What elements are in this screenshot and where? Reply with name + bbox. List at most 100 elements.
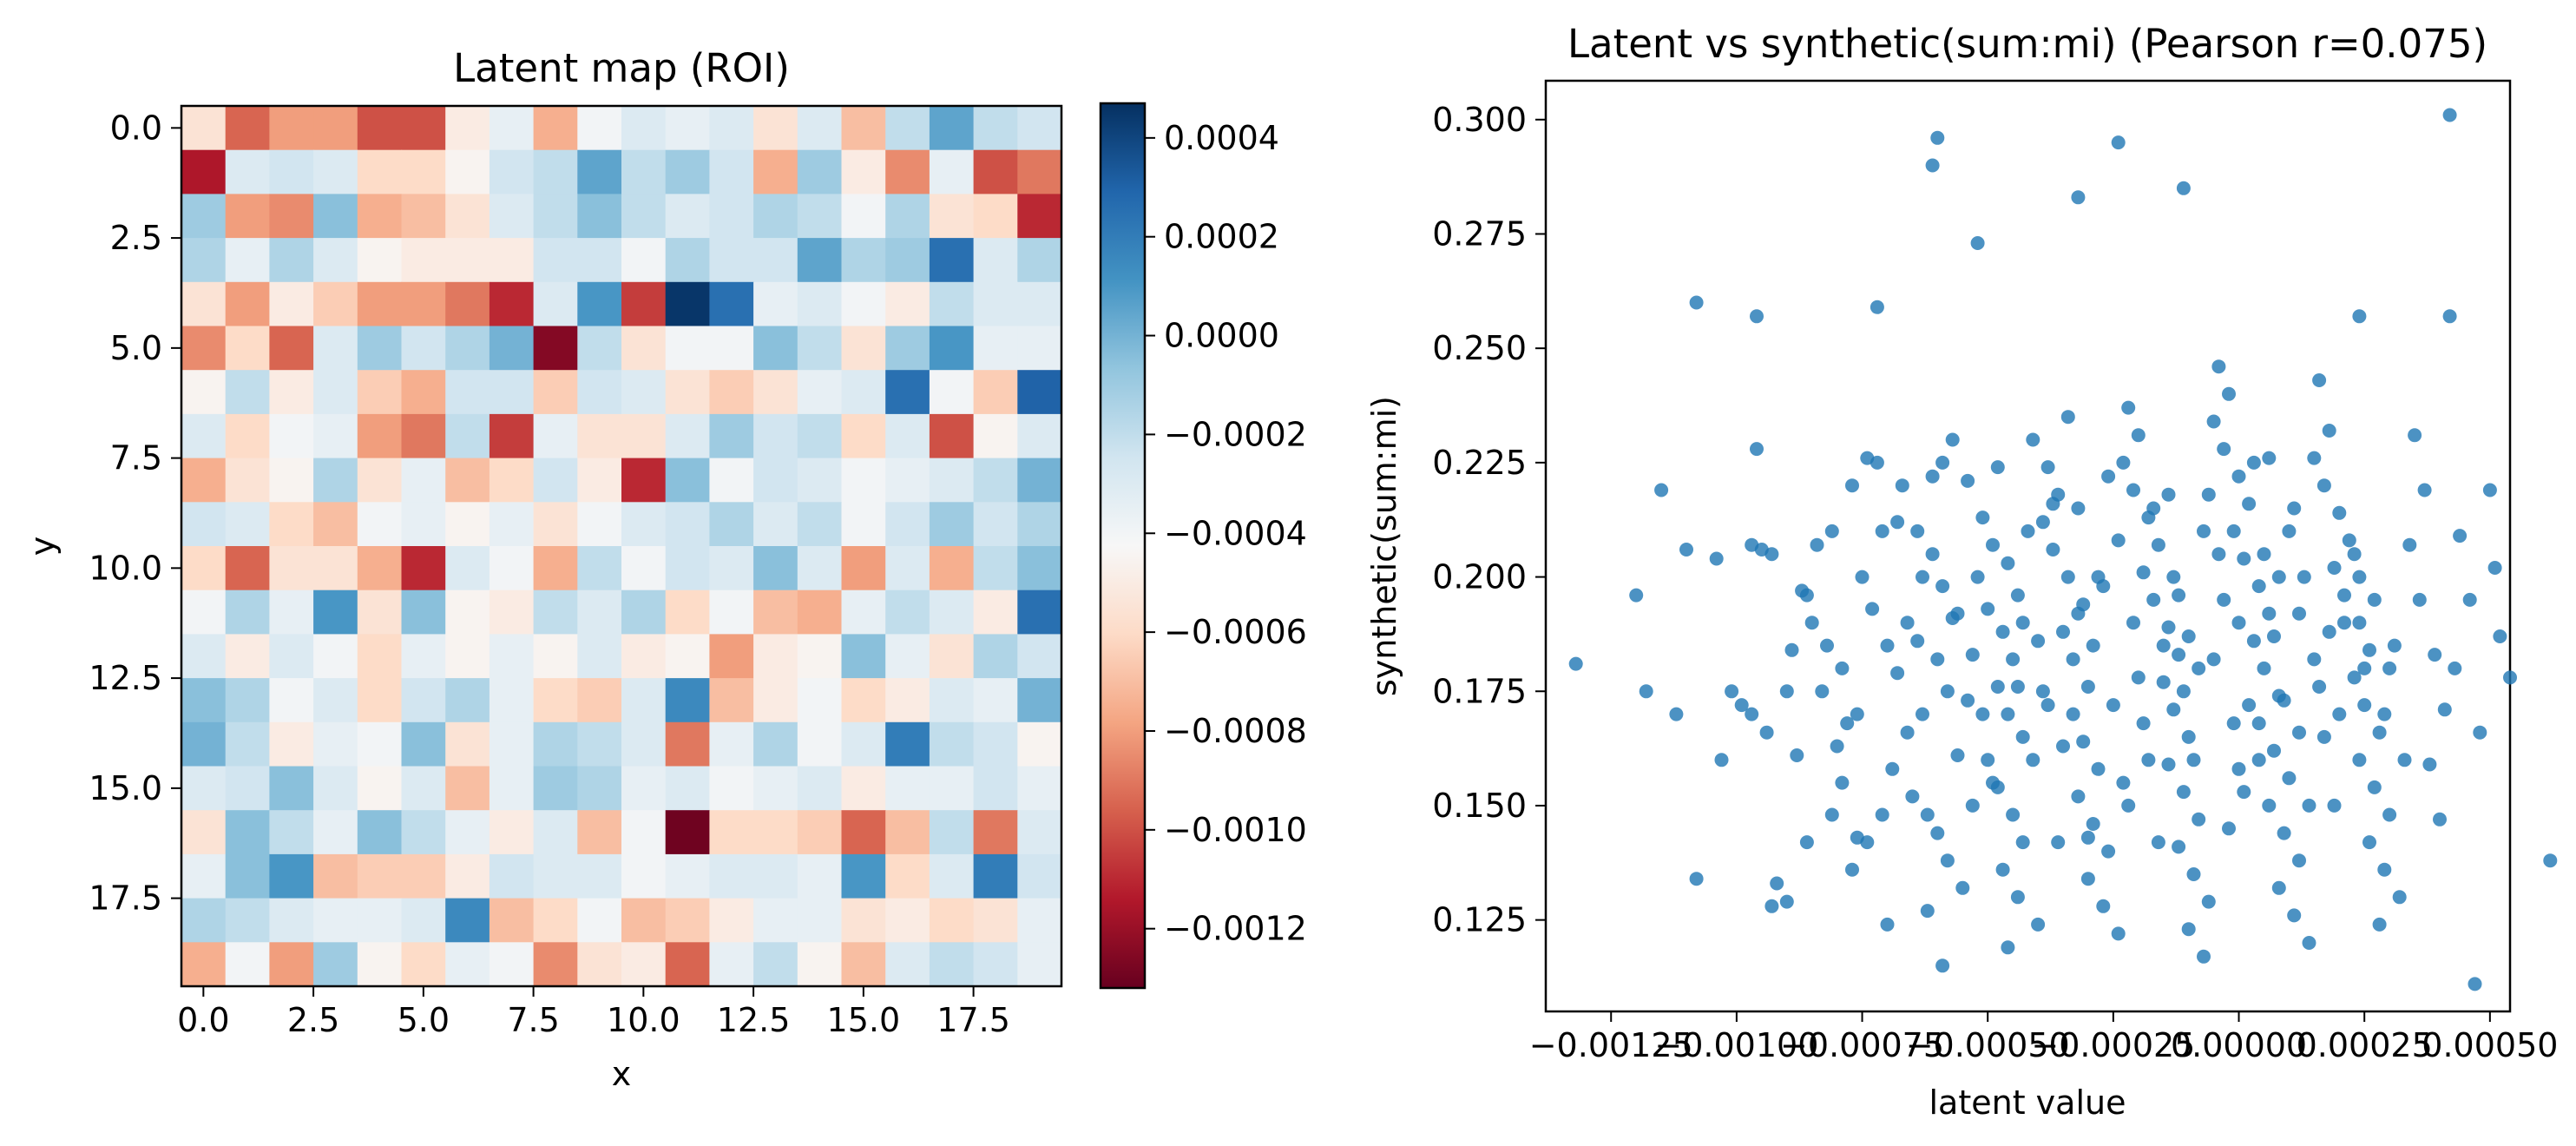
heatmap-cell bbox=[709, 721, 754, 767]
scatter-x-tick-label: 0.00000 bbox=[2171, 1026, 2307, 1064]
heatmap-cell bbox=[577, 238, 622, 283]
scatter-point bbox=[1916, 707, 1929, 721]
heatmap-cell bbox=[181, 502, 227, 547]
scatter-point bbox=[1925, 547, 1940, 562]
scatter-point bbox=[1750, 309, 1764, 324]
heatmap-cell bbox=[181, 634, 227, 679]
scatter-point bbox=[2060, 570, 2075, 584]
heatmap-cell bbox=[929, 898, 975, 943]
heatmap-cell bbox=[665, 634, 710, 679]
scatter-point bbox=[2287, 908, 2302, 923]
heatmap-cell bbox=[489, 766, 535, 811]
scatter-point bbox=[2282, 771, 2297, 786]
heatmap-cell bbox=[709, 194, 754, 239]
scatter-x-tick-label: −0.00050 bbox=[1906, 1026, 2070, 1064]
heatmap-cell bbox=[621, 194, 667, 239]
scatter-point bbox=[1975, 510, 1990, 525]
scatter-point bbox=[1961, 473, 1975, 488]
scatter-point bbox=[2231, 761, 2246, 776]
heatmap-x-tick-label: 2.5 bbox=[287, 1001, 339, 1039]
scatter-point bbox=[2071, 190, 2086, 205]
scatter-point bbox=[2161, 757, 2176, 772]
heatmap-cell bbox=[665, 721, 710, 767]
heatmap-cell bbox=[269, 853, 314, 899]
colorbar-gradient bbox=[1099, 102, 1147, 990]
heatmap-panel: Latent map (ROI) 0.0 2.5 5.0 7.5 10.0 12.5 15.… bbox=[23, 45, 1063, 1093]
scatter-point bbox=[2076, 734, 2091, 749]
heatmap-x-ticks: 0.0 2.5 5.0 7.5 10.0 12.5 15.0 17.5 bbox=[177, 986, 1010, 1039]
heatmap-cell bbox=[753, 634, 798, 679]
heatmap-cell bbox=[973, 194, 1018, 239]
scatter-x-tick-label: −0.00100 bbox=[1654, 1026, 1818, 1064]
heatmap-cell bbox=[401, 546, 446, 591]
heatmap-cell bbox=[797, 678, 843, 723]
scatter-point bbox=[2352, 753, 2367, 767]
heatmap-cell bbox=[797, 810, 843, 855]
scatter-point bbox=[1629, 588, 1644, 603]
scatter-point bbox=[2231, 616, 2246, 630]
scatter-point bbox=[1961, 693, 1975, 708]
scatter-point bbox=[2192, 812, 2206, 827]
heatmap-cell bbox=[313, 238, 358, 283]
scatter-point bbox=[2071, 789, 2086, 804]
heatmap-cell bbox=[973, 502, 1018, 547]
heatmap-cell bbox=[973, 942, 1018, 987]
heatmap-cell bbox=[357, 546, 403, 591]
heatmap-cell bbox=[577, 281, 622, 327]
heatmap-cell bbox=[1017, 413, 1062, 459]
heatmap-cell bbox=[665, 810, 710, 855]
scatter-point bbox=[1870, 455, 1884, 470]
scatter-point bbox=[2297, 570, 2311, 584]
heatmap-cell bbox=[709, 458, 754, 503]
heatmap-cell bbox=[929, 458, 975, 503]
scatter-point bbox=[2010, 588, 2025, 603]
scatter-point bbox=[2015, 616, 2030, 630]
heatmap-cell bbox=[357, 634, 403, 679]
heatmap-cell bbox=[401, 721, 446, 767]
heatmap-cell bbox=[973, 898, 1018, 943]
heatmap-cell bbox=[797, 149, 843, 194]
colorbar-tick-label: −0.0004 bbox=[1164, 514, 1307, 552]
colorbar-tick-label: 0.0000 bbox=[1164, 317, 1279, 355]
heatmap-cell bbox=[797, 853, 843, 899]
scatter-point bbox=[1880, 917, 1895, 932]
heatmap-cell bbox=[313, 106, 358, 151]
heatmap-cell bbox=[621, 942, 667, 987]
heatmap-cell bbox=[797, 589, 843, 635]
scatter-point bbox=[1920, 904, 1935, 919]
heatmap-cell bbox=[181, 194, 227, 239]
heatmap-cell bbox=[973, 766, 1018, 811]
scatter-point bbox=[2442, 108, 2457, 122]
heatmap-cell bbox=[401, 238, 446, 283]
heatmap-cell bbox=[489, 238, 535, 283]
scatter-point bbox=[2433, 812, 2447, 827]
heatmap-cell bbox=[841, 678, 886, 723]
scatter-point bbox=[1925, 158, 1940, 173]
heatmap-cell bbox=[357, 413, 403, 459]
heatmap-cell bbox=[489, 370, 535, 415]
scatter-point bbox=[2066, 652, 2080, 667]
heatmap-cell bbox=[181, 721, 227, 767]
colorbar-tick-label: −0.0008 bbox=[1164, 712, 1307, 750]
heatmap-cell bbox=[1017, 898, 1062, 943]
scatter-point bbox=[1945, 432, 1960, 447]
scatter-point bbox=[2026, 432, 2040, 447]
scatter-point bbox=[1865, 602, 1880, 616]
colorbar-tick-label: −0.0012 bbox=[1164, 910, 1307, 948]
scatter-point bbox=[2071, 501, 2086, 516]
scatter-point bbox=[1975, 707, 1990, 721]
heatmap-cell bbox=[489, 413, 535, 459]
heatmap-cell bbox=[577, 589, 622, 635]
heatmap-cell bbox=[709, 106, 754, 151]
heatmap-cell bbox=[577, 194, 622, 239]
scatter-point bbox=[2046, 497, 2060, 511]
scatter-point bbox=[2493, 629, 2507, 643]
heatmap-cell bbox=[489, 546, 535, 591]
scatter-point bbox=[2322, 624, 2336, 639]
heatmap-cell bbox=[885, 721, 930, 767]
heatmap-cell bbox=[929, 766, 975, 811]
heatmap-cell bbox=[181, 766, 227, 811]
heatmap-cell bbox=[665, 106, 710, 151]
scatter-point bbox=[2101, 844, 2116, 859]
heatmap-cell bbox=[885, 281, 930, 327]
